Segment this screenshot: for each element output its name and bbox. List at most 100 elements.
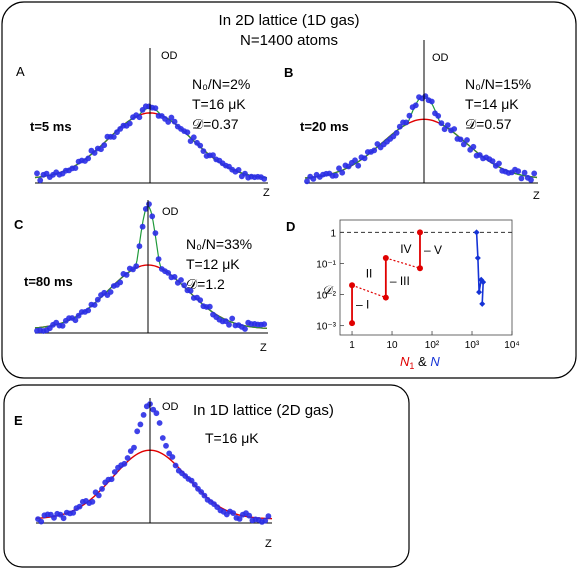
panel-a-data-point — [91, 150, 98, 156]
panel-c-data-point — [142, 206, 149, 212]
panel-a-data-point — [184, 129, 191, 136]
panel-a-data-point — [210, 152, 216, 159]
panel-b-data-point — [403, 119, 410, 126]
panel-e-od-label: OD — [162, 401, 179, 413]
panel-a-data-point — [165, 119, 172, 125]
panel-a-time: t=5 ms — [30, 119, 72, 134]
panel-b-data-point — [496, 160, 502, 167]
panel-b-data-point — [428, 98, 435, 105]
panel-e-data-point — [60, 515, 67, 522]
panel-letter-d: D — [286, 219, 295, 234]
panel-e-data-point — [111, 469, 118, 475]
panel-e-data-point — [124, 455, 131, 461]
panel-a-data-point — [37, 177, 44, 184]
panel-b-z-label: Z — [533, 190, 540, 202]
panel-c-data-point — [206, 303, 213, 310]
panel-a-data-point — [34, 170, 40, 177]
panel-b-data-point — [464, 137, 470, 143]
panel-b-data-point — [412, 102, 419, 109]
panel-e-temperature: T=16 μK — [205, 430, 259, 446]
panel-letter-b: B — [284, 65, 293, 80]
panel-c-time: t=80 ms — [24, 274, 73, 289]
panel-e-data-point — [188, 477, 195, 484]
panel-b-data-point — [531, 170, 538, 177]
panel-c-data-point — [136, 243, 143, 250]
panel-a-data-point — [235, 167, 242, 173]
panel-b-data-point — [332, 172, 339, 179]
panel-a-data-point — [136, 114, 143, 121]
panel-c-data-point — [117, 279, 124, 286]
panel-c-data-point — [107, 289, 114, 295]
panel-b-data-point — [521, 169, 528, 176]
panel-c-od-label: OD — [162, 206, 179, 218]
panel-b-data-point — [361, 155, 368, 162]
panel-c-data-point — [181, 282, 188, 289]
panel-a: OD Z N₀/N=2% T=16 μK 𝒟=0.37 t=5 ms — [30, 48, 270, 199]
panel-e-data-point — [131, 444, 137, 451]
panel-c-d-value: 𝒟=1.2 — [186, 276, 225, 292]
panel-b-data-point — [339, 169, 346, 176]
panel-b-data-point — [444, 122, 451, 128]
panel-e-data-point — [201, 492, 208, 499]
panel-d-blue-point — [480, 279, 487, 286]
panel-b-data-point — [457, 136, 464, 143]
panel-d-y-tick-label: 10⁻³ — [316, 322, 336, 333]
panel-e-data-point — [134, 428, 141, 435]
panel-a-data-point — [242, 170, 248, 177]
panel-d-red-segment — [385, 257, 421, 269]
panel-b-data-point — [371, 147, 378, 154]
panel-a-data-point — [261, 176, 268, 182]
panel-c: OD Z N₀/N=33% T=12 μK 𝒟=1.2 t=80 ms — [24, 200, 268, 354]
panel-e-title: In 1D lattice (2D gas) — [193, 402, 334, 419]
panel-d-blue-point — [473, 229, 480, 236]
panel-b-data-point — [515, 168, 522, 175]
panel-c-data-point — [226, 321, 232, 328]
panel-c-data-point — [155, 256, 162, 262]
panel-d-red-point — [382, 294, 389, 301]
panel-e-data-point — [262, 517, 269, 524]
panel-letter-a: A — [16, 64, 25, 79]
panel-a-data-point — [110, 134, 117, 140]
panel-e-data-point — [137, 421, 144, 428]
panel-e-data-point — [172, 462, 179, 469]
panel-c-data-point — [187, 287, 194, 294]
panel-b-od-label: OD — [432, 52, 449, 64]
panel-d-red-point — [416, 265, 423, 272]
panel-c-data-point — [123, 272, 130, 278]
panel-a-data-point — [126, 120, 133, 127]
panel-d-xlabel: N1 & N — [400, 354, 440, 371]
panel-c-data-point — [165, 270, 172, 276]
panel-b-data-point — [528, 177, 534, 183]
panel-a-data-point — [197, 142, 204, 149]
panel-c-z-label: Z — [260, 342, 267, 354]
panel-d-red-point — [349, 282, 356, 289]
panel-a-d-value: 𝒟=0.37 — [192, 116, 239, 132]
panel-b-data-point — [489, 158, 496, 165]
panel-e-data-point — [236, 516, 243, 522]
panel-e-data-point — [121, 460, 128, 467]
panel-d-plot-area — [339, 219, 513, 336]
panel-b-data-point — [352, 157, 358, 164]
panel-c-data-point — [229, 315, 236, 322]
panel-a-data-point — [168, 114, 175, 121]
panel-d-blue-line — [475, 232, 485, 304]
panel-b-data-point — [441, 126, 448, 133]
panel-b-data-point — [435, 113, 442, 119]
panel-c-data-point — [146, 201, 152, 208]
panel-e-data-point — [99, 486, 105, 492]
panel-e-data-point — [89, 498, 96, 505]
panel-d-region-label: IV — [400, 242, 411, 256]
panel-d-xlabel-n: N — [430, 354, 440, 369]
panel-d-y-tick-label: 1 — [330, 228, 336, 239]
panel-c-data-point — [178, 277, 184, 283]
panel-c-data-point — [94, 296, 101, 303]
panel-d-blue-point — [474, 254, 481, 261]
panel-d-xlabel-amp: & — [414, 354, 430, 369]
panel-a-data-point — [72, 165, 79, 172]
panel-e-data-point — [70, 509, 77, 516]
panel-b-data-point — [438, 120, 445, 127]
panel-e-data-point — [76, 503, 83, 510]
panel-e-data-point — [95, 492, 102, 499]
